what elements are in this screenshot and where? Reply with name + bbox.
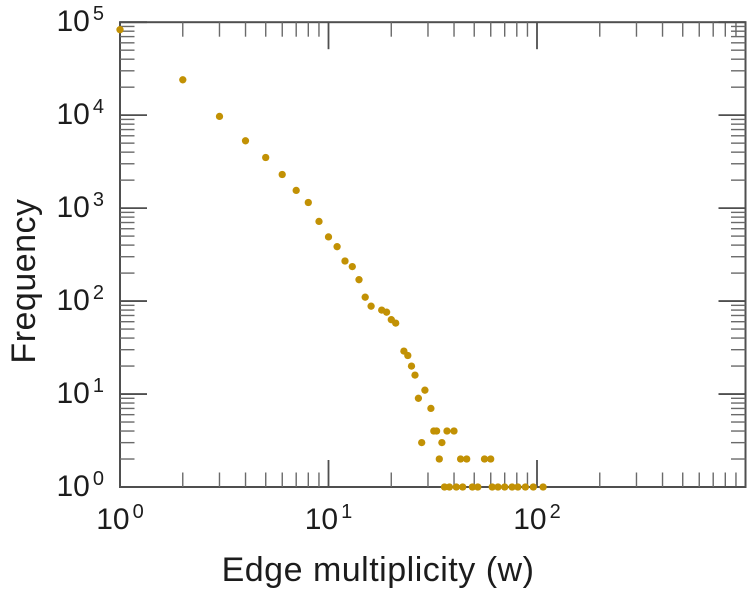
data-point <box>488 483 496 491</box>
data-point <box>241 137 250 145</box>
data-point <box>304 198 312 207</box>
data-point <box>432 427 441 435</box>
data-point <box>501 483 509 491</box>
data-point <box>404 351 412 360</box>
data-point <box>382 308 391 316</box>
y-tick-label-10e0: 10 0 <box>56 468 105 503</box>
x-tick-label-10e0: 10 0 <box>96 501 144 536</box>
data-point <box>438 438 446 447</box>
data-point <box>262 153 270 162</box>
y-tick-label-10e4: 10 4 <box>56 96 105 132</box>
data-point <box>411 371 419 379</box>
data-point <box>427 404 435 413</box>
data-point <box>116 26 124 34</box>
y-tick-label-10e5: 10 5 <box>56 3 105 39</box>
data-point <box>521 483 530 491</box>
x-axis-title: Edge multiplicity (w) <box>221 551 535 589</box>
data-point <box>452 483 460 491</box>
data-point <box>278 170 286 179</box>
x-tick-label-10e2: 10 2 <box>513 501 561 536</box>
y-tick-label-10e2: 10 2 <box>56 282 105 318</box>
data-point <box>487 455 495 463</box>
data-point <box>494 483 502 491</box>
data-point <box>435 455 443 463</box>
data-point <box>392 319 400 327</box>
data-point <box>333 243 341 251</box>
data-point <box>445 483 454 491</box>
x-tick-label-10e1: 10 1 <box>304 501 353 536</box>
data-point <box>463 455 471 463</box>
data-point <box>361 293 369 301</box>
x-axis-tick-labels: 10 0 10 1 10 2 <box>0 501 749 555</box>
y-axis-tick-labels: 10 0 10 1 10 2 10 3 10 4 10 5 <box>0 0 120 600</box>
data-point <box>367 302 375 310</box>
data-point <box>450 427 458 435</box>
data-point <box>355 276 363 284</box>
data-point <box>514 483 522 491</box>
data-point <box>292 186 300 195</box>
data-point <box>324 233 333 241</box>
data-point <box>480 455 489 463</box>
data-point <box>474 483 482 491</box>
plot-border <box>119 21 747 488</box>
y-tick-label-10e1: 10 1 <box>56 375 105 411</box>
data-point <box>414 394 423 402</box>
data-point <box>348 262 356 271</box>
y-tick-label-10e3: 10 3 <box>56 189 105 225</box>
data-point <box>421 386 429 394</box>
data-point <box>529 483 537 491</box>
data-point <box>459 483 467 491</box>
data-point <box>418 438 426 447</box>
data-point <box>179 76 187 84</box>
data-point <box>443 427 451 435</box>
data-point <box>539 483 547 491</box>
data-point <box>315 217 323 226</box>
data-point <box>508 483 516 491</box>
data-point <box>468 483 477 491</box>
data-point <box>456 455 465 463</box>
data-point <box>341 257 349 265</box>
data-point <box>215 112 224 121</box>
data-point <box>407 362 416 370</box>
